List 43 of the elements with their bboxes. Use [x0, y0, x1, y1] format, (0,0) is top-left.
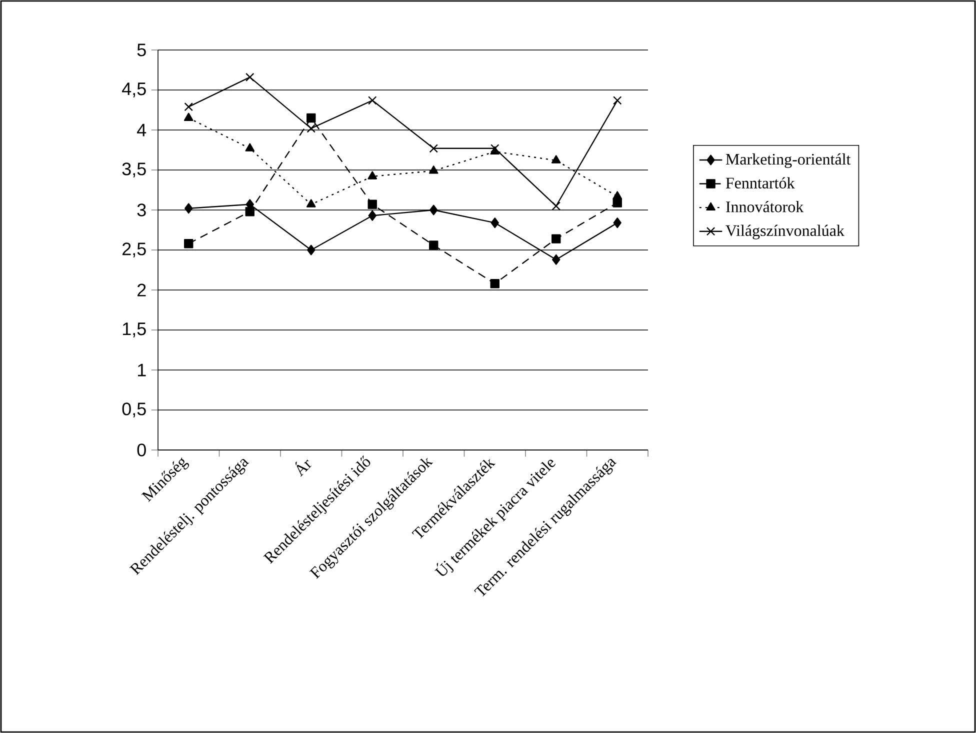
point [551, 155, 561, 164]
point [612, 191, 622, 200]
legend-label: Világszínvonalúak [726, 224, 844, 240]
point [368, 171, 378, 180]
point [368, 210, 376, 221]
point [613, 218, 622, 228]
legend-label: Fenntartók [726, 177, 795, 188]
point [184, 112, 194, 121]
point [429, 240, 438, 250]
point [612, 96, 622, 105]
point [430, 204, 438, 216]
y-tick-label: 0,5 [122, 402, 146, 418]
point [307, 244, 316, 256]
y-tick-label: 1 [138, 364, 146, 376]
y-tick-label: 2,5 [122, 242, 146, 258]
point [245, 207, 254, 216]
point [306, 124, 316, 133]
y-tick-label: 5 [137, 44, 146, 56]
point [368, 96, 377, 105]
point [184, 102, 193, 112]
point [490, 218, 499, 228]
point [368, 200, 377, 209]
point [246, 72, 254, 82]
point [184, 203, 193, 214]
point [552, 234, 561, 244]
legend-label: Marketing-orientált [726, 153, 851, 168]
point [428, 166, 438, 174]
y-tick-label: 4 [137, 124, 146, 136]
point [184, 239, 194, 248]
y-tick-label: 0 [137, 444, 146, 456]
legend-label: Innovátorok [726, 200, 804, 212]
y-tick-label: 1,5 [122, 322, 146, 338]
y-tick-label: 3,5 [122, 162, 146, 178]
point [306, 199, 316, 208]
point [429, 144, 438, 153]
point [306, 113, 316, 123]
y-tick-label: 3 [137, 204, 146, 216]
point [552, 202, 560, 210]
point [245, 143, 255, 152]
point [490, 279, 500, 288]
y-tick-label: 4,5 [122, 82, 146, 98]
y-tick-label: 2 [138, 284, 146, 296]
point [552, 254, 560, 265]
